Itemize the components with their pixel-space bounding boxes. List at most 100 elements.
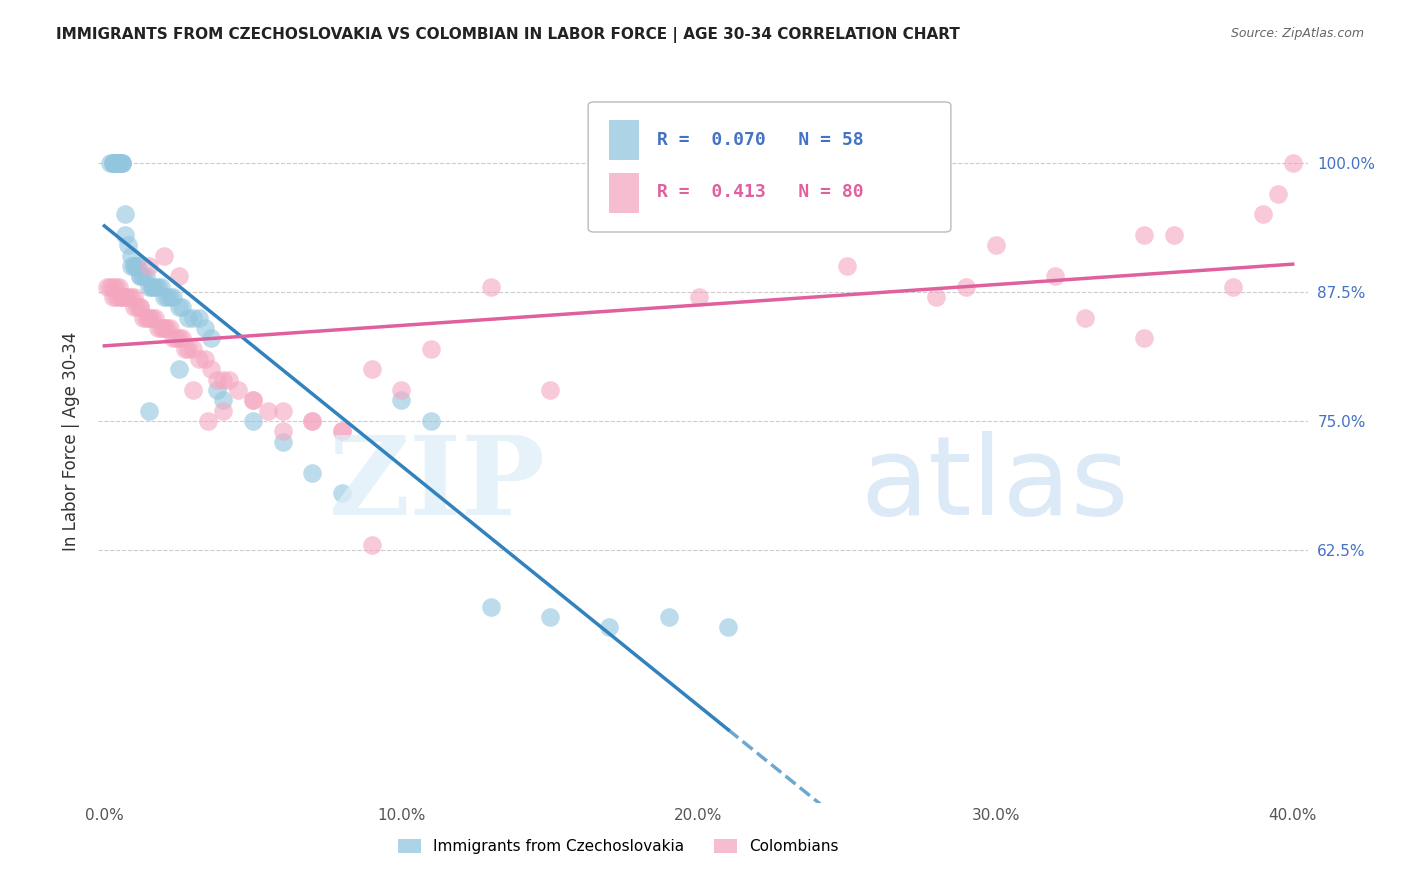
Point (538, 383, 561, 397)
Point (114, 290, 136, 304)
Point (688, 290, 710, 304)
Point (194, 321, 217, 335)
Point (200, 362, 222, 376)
Point (96, 279, 118, 293)
Point (132, 310, 155, 325)
Point (925, 290, 948, 304)
Point (114, 290, 136, 304)
Point (122, 290, 145, 304)
Point (360, 538, 382, 552)
Point (200, 331, 222, 345)
Point (330, 486, 353, 500)
Point (108, 156, 131, 170)
Point (194, 351, 217, 366)
Point (330, 424, 353, 438)
Point (170, 301, 193, 315)
Point (105, 290, 128, 304)
Point (108, 290, 131, 304)
Point (167, 269, 190, 284)
Point (103, 156, 125, 170)
Point (1222, 279, 1244, 293)
Point (188, 310, 211, 325)
FancyBboxPatch shape (609, 173, 638, 212)
Point (152, 290, 174, 304)
Legend: Immigrants from Czechoslovakia, Colombians: Immigrants from Czechoslovakia, Colombia… (391, 833, 845, 860)
Point (103, 290, 125, 304)
Point (129, 301, 152, 315)
Point (135, 310, 157, 325)
Point (165, 331, 187, 345)
Point (103, 156, 125, 170)
Point (183, 383, 205, 397)
Point (122, 301, 145, 315)
Point (479, 279, 502, 293)
Point (197, 414, 219, 428)
Point (207, 373, 229, 387)
Point (1281, 156, 1303, 170)
Point (1163, 228, 1185, 243)
Point (120, 249, 142, 263)
Point (105, 279, 128, 293)
Point (835, 259, 858, 273)
Text: R =  0.413   N = 80: R = 0.413 N = 80 (657, 183, 863, 202)
Point (132, 269, 155, 284)
Point (420, 342, 443, 356)
Point (242, 414, 264, 428)
Point (955, 279, 977, 293)
Point (111, 156, 134, 170)
Point (207, 383, 229, 397)
Point (159, 290, 181, 304)
Point (658, 610, 681, 624)
Point (391, 393, 413, 408)
Point (143, 279, 166, 293)
Text: ZIP: ZIP (329, 432, 546, 539)
Point (98, 156, 121, 170)
Point (129, 269, 152, 284)
Point (167, 301, 190, 315)
Point (1251, 207, 1274, 221)
Point (141, 279, 163, 293)
Point (108, 156, 131, 170)
Point (598, 620, 620, 634)
Point (176, 310, 198, 325)
Point (120, 290, 142, 304)
Y-axis label: In Labor Force | Age 30-34: In Labor Force | Age 30-34 (62, 332, 80, 551)
Point (301, 414, 323, 428)
Point (138, 310, 160, 325)
Point (138, 310, 160, 325)
Point (330, 424, 353, 438)
Point (105, 156, 128, 170)
Point (114, 228, 136, 243)
Point (538, 610, 561, 624)
Point (183, 310, 205, 325)
Point (111, 156, 134, 170)
Point (167, 331, 190, 345)
Point (111, 156, 134, 170)
Point (226, 383, 249, 397)
Point (162, 290, 184, 304)
Point (301, 414, 323, 428)
Point (242, 393, 264, 408)
Point (391, 383, 413, 397)
Point (212, 373, 235, 387)
Point (143, 310, 166, 325)
Point (271, 403, 294, 417)
Point (152, 321, 174, 335)
Point (141, 279, 163, 293)
Point (1267, 186, 1289, 201)
Point (152, 321, 174, 335)
Point (108, 279, 131, 293)
Point (108, 156, 131, 170)
Point (170, 331, 193, 345)
Point (138, 403, 160, 417)
Point (117, 238, 139, 252)
Point (146, 279, 169, 293)
Point (98, 279, 121, 293)
Point (105, 156, 128, 170)
Point (256, 403, 278, 417)
Text: R =  0.070   N = 58: R = 0.070 N = 58 (657, 130, 863, 149)
Point (135, 269, 157, 284)
Point (111, 290, 134, 304)
Point (114, 207, 136, 221)
Point (122, 259, 145, 273)
